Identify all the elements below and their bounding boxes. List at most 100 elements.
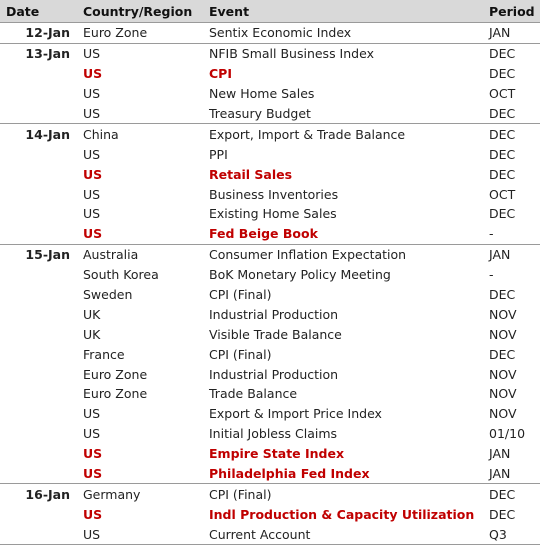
date-cell: 12-Jan <box>0 22 80 44</box>
table-row: US PPI DEC <box>0 144 540 164</box>
table-row: South Korea BoK Monetary Policy Meeting - <box>0 265 540 285</box>
country-cell: US <box>83 166 103 182</box>
period-cell: DEC <box>486 123 540 145</box>
date-cell <box>0 524 80 545</box>
event-cell: New Home Sales <box>209 86 315 102</box>
date-cell <box>0 324 80 344</box>
date-cell <box>0 404 80 424</box>
event-cell: NFIB Small Business Index <box>206 42 486 64</box>
country-cell: US <box>80 42 206 64</box>
country-cell: Euro Zone <box>83 366 148 382</box>
country-cell: US <box>83 66 103 82</box>
header-country: Country/Region <box>80 0 206 23</box>
period-cell: Q3 <box>486 524 540 545</box>
country-cell: US <box>83 446 103 462</box>
table-row: 16-Jan Germany CPI (Final) DEC <box>0 483 540 505</box>
date-cell <box>0 384 80 404</box>
period-cell: NOV <box>489 306 517 322</box>
event-cell: Export & Import Price Index <box>209 406 382 422</box>
country-cell: South Korea <box>83 267 159 283</box>
date-cell <box>0 144 80 164</box>
date-cell <box>0 424 80 444</box>
period-cell: DEC <box>489 166 516 182</box>
date-cell <box>0 184 80 204</box>
date-cell: 16-Jan <box>0 483 80 505</box>
date-cell <box>0 224 80 244</box>
event-cell: BoK Monetary Policy Meeting <box>209 267 391 283</box>
calendar-body: 12-Jan Euro Zone Sentix Economic Index JAN 1… <box>0 22 540 545</box>
event-cell: Current Account <box>206 524 486 545</box>
event-cell: Visible Trade Balance <box>209 326 342 342</box>
event-cell: Export, Import & Trade Balance <box>206 123 486 145</box>
table-row: US Philadelphia Fed Index JAN <box>0 464 540 484</box>
country-cell: US <box>83 466 103 482</box>
period-cell: JAN <box>486 243 540 265</box>
period-cell: - <box>489 267 494 283</box>
date-cell: 13-Jan <box>0 42 80 64</box>
event-cell: Existing Home Sales <box>209 206 337 222</box>
period-cell: DEC <box>489 146 516 162</box>
table-row: 14-Jan China Export, Import & Trade Balanc… <box>0 123 540 145</box>
date-cell <box>0 164 80 184</box>
event-cell: Philadelphia Fed Index <box>209 466 370 482</box>
table-row: Euro Zone Industrial Production NOV <box>0 364 540 384</box>
date-cell <box>0 504 80 524</box>
country-cell: Australia <box>80 243 206 265</box>
country-cell: Sweden <box>83 287 133 303</box>
table-row: 12-Jan Euro Zone Sentix Economic Index JAN <box>0 22 540 44</box>
date-cell <box>0 104 80 124</box>
country-cell: China <box>80 123 206 145</box>
country-cell: US <box>83 406 101 422</box>
event-cell: Treasury Budget <box>209 106 311 121</box>
country-cell: US <box>83 206 101 222</box>
date-cell: 15-Jan <box>0 243 80 265</box>
country-cell: UK <box>83 326 101 342</box>
period-cell: 01/10 <box>489 426 526 442</box>
country-cell: US <box>83 86 101 102</box>
period-cell: DEC <box>489 506 516 522</box>
event-cell: CPI <box>209 66 232 82</box>
table-row: France CPI (Final) DEC <box>0 344 540 364</box>
date-cell <box>0 304 80 324</box>
country-cell: US <box>83 106 101 121</box>
period-cell: NOV <box>489 406 517 422</box>
country-cell: UK <box>83 306 101 322</box>
country-cell: Germany <box>80 483 206 505</box>
date-cell <box>0 64 80 84</box>
table-row: US Initial Jobless Claims 01/10 <box>0 424 540 444</box>
date-cell: 14-Jan <box>0 123 80 145</box>
period-cell: OCT <box>489 86 516 102</box>
date-cell <box>0 265 80 285</box>
table-row: UK Industrial Production NOV <box>0 304 540 324</box>
table-row: US Existing Home Sales DEC <box>0 204 540 224</box>
country-cell: US <box>83 186 101 202</box>
table-row: Euro Zone Trade Balance NOV <box>0 384 540 404</box>
period-cell: NOV <box>489 326 517 342</box>
table-row: US Retail Sales DEC <box>0 164 540 184</box>
event-cell: CPI (Final) <box>206 483 486 505</box>
period-cell: JAN <box>486 22 540 44</box>
date-cell <box>0 444 80 464</box>
event-cell: Sentix Economic Index <box>206 22 486 44</box>
event-cell: Industrial Production <box>209 366 339 382</box>
period-cell: NOV <box>489 366 517 382</box>
period-cell: JAN <box>489 466 511 482</box>
date-cell <box>0 464 80 484</box>
period-cell: NOV <box>489 386 517 402</box>
event-cell: PPI <box>209 146 228 162</box>
country-cell: US <box>83 506 103 522</box>
date-cell <box>0 285 80 305</box>
event-cell: CPI (Final) <box>209 287 272 303</box>
period-cell: OCT <box>489 186 516 202</box>
country-cell: US <box>83 426 101 442</box>
event-cell: Initial Jobless Claims <box>209 426 338 442</box>
table-row: US Indl Production & Capacity Utilization… <box>0 504 540 524</box>
country-cell: France <box>83 346 125 362</box>
period-cell: DEC <box>489 206 516 222</box>
event-cell: Business Inventories <box>209 186 339 202</box>
event-cell: Indl Production & Capacity Utilization <box>209 506 475 522</box>
table-row: US Current Account Q3 <box>0 524 540 545</box>
event-cell: Fed Beige Book <box>209 226 318 242</box>
period-cell: DEC <box>489 106 516 121</box>
event-cell: CPI (Final) <box>209 346 272 362</box>
